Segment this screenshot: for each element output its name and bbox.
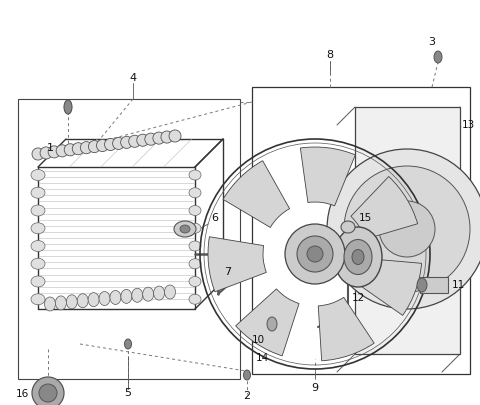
Bar <box>18 100 240 379</box>
Wedge shape <box>358 259 421 315</box>
Wedge shape <box>223 161 289 228</box>
Ellipse shape <box>121 290 132 304</box>
Text: 4: 4 <box>130 73 137 83</box>
Ellipse shape <box>31 259 45 270</box>
Ellipse shape <box>161 132 173 144</box>
Ellipse shape <box>124 339 132 349</box>
Circle shape <box>39 384 57 402</box>
Text: 5: 5 <box>124 387 132 397</box>
Text: 7: 7 <box>225 266 231 276</box>
Ellipse shape <box>31 294 45 305</box>
Ellipse shape <box>169 131 181 143</box>
Ellipse shape <box>64 144 76 156</box>
Ellipse shape <box>40 147 52 160</box>
Ellipse shape <box>45 297 56 311</box>
Ellipse shape <box>189 294 201 305</box>
Ellipse shape <box>99 292 110 306</box>
Text: 11: 11 <box>451 279 465 289</box>
Ellipse shape <box>31 241 45 252</box>
Ellipse shape <box>80 142 92 154</box>
Ellipse shape <box>129 136 141 148</box>
Ellipse shape <box>88 293 99 307</box>
Wedge shape <box>318 298 374 361</box>
Ellipse shape <box>143 288 154 301</box>
Wedge shape <box>351 177 418 240</box>
Text: 9: 9 <box>312 382 319 392</box>
Ellipse shape <box>113 138 125 150</box>
Ellipse shape <box>352 250 364 265</box>
Ellipse shape <box>417 278 427 292</box>
Ellipse shape <box>189 241 201 252</box>
Ellipse shape <box>56 145 68 158</box>
Ellipse shape <box>334 228 382 287</box>
Text: 1: 1 <box>47 143 53 153</box>
Bar <box>252 88 470 374</box>
Text: 12: 12 <box>351 292 365 302</box>
Ellipse shape <box>132 288 143 303</box>
Ellipse shape <box>189 277 201 287</box>
Ellipse shape <box>189 171 201 181</box>
Ellipse shape <box>344 240 372 275</box>
Ellipse shape <box>77 294 88 308</box>
Text: 8: 8 <box>326 50 334 60</box>
Ellipse shape <box>341 222 355 233</box>
Ellipse shape <box>72 143 84 156</box>
Ellipse shape <box>434 52 442 64</box>
Ellipse shape <box>31 170 45 181</box>
Ellipse shape <box>110 291 121 305</box>
Ellipse shape <box>32 149 44 161</box>
Circle shape <box>32 377 64 405</box>
Ellipse shape <box>64 101 72 115</box>
Circle shape <box>379 202 435 257</box>
Ellipse shape <box>145 134 157 146</box>
Ellipse shape <box>55 296 66 310</box>
Circle shape <box>285 224 345 284</box>
Ellipse shape <box>267 317 277 331</box>
Ellipse shape <box>165 285 176 299</box>
Ellipse shape <box>48 147 60 158</box>
Circle shape <box>344 166 470 292</box>
Ellipse shape <box>189 206 201 216</box>
Circle shape <box>297 237 333 272</box>
Ellipse shape <box>31 276 45 287</box>
Text: 3: 3 <box>429 37 435 47</box>
Text: 6: 6 <box>212 213 218 222</box>
Wedge shape <box>236 289 299 356</box>
Ellipse shape <box>153 133 165 145</box>
Ellipse shape <box>66 295 77 309</box>
Text: 13: 13 <box>461 120 475 130</box>
Ellipse shape <box>189 188 201 198</box>
Text: 2: 2 <box>243 390 251 400</box>
Wedge shape <box>208 237 266 292</box>
Wedge shape <box>300 148 355 206</box>
Bar <box>420 277 448 293</box>
Ellipse shape <box>31 205 45 216</box>
Ellipse shape <box>189 259 201 269</box>
Ellipse shape <box>189 224 201 234</box>
Text: 16: 16 <box>15 388 29 398</box>
Polygon shape <box>355 108 460 354</box>
Ellipse shape <box>180 226 190 233</box>
Ellipse shape <box>88 141 100 153</box>
Circle shape <box>327 149 480 309</box>
Text: 14: 14 <box>255 352 269 362</box>
Ellipse shape <box>137 135 149 147</box>
Ellipse shape <box>31 223 45 234</box>
Text: 10: 10 <box>252 334 264 344</box>
Ellipse shape <box>243 370 251 380</box>
Circle shape <box>307 246 323 262</box>
Ellipse shape <box>105 139 117 151</box>
Ellipse shape <box>154 286 165 301</box>
Ellipse shape <box>31 188 45 199</box>
Ellipse shape <box>174 222 196 237</box>
Ellipse shape <box>96 140 108 152</box>
Ellipse shape <box>120 137 132 149</box>
Text: 15: 15 <box>359 213 372 222</box>
